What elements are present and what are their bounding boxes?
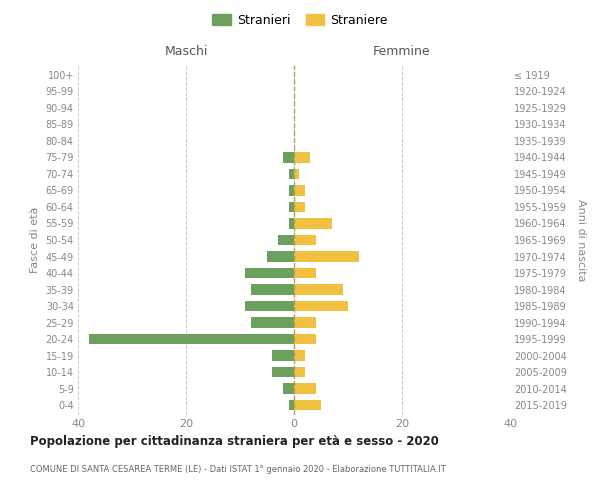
Bar [294,168,299,179]
Bar [251,284,294,295]
Bar [294,300,348,312]
Bar [294,400,321,410]
Bar [294,350,305,361]
Bar [289,185,294,196]
Bar [294,251,359,262]
Bar [245,300,294,312]
Bar [283,383,294,394]
Bar [294,317,316,328]
Legend: Stranieri, Straniere: Stranieri, Straniere [209,11,391,29]
Bar [294,366,305,378]
Bar [294,383,316,394]
Bar [294,234,316,246]
Y-axis label: Fasce di età: Fasce di età [30,207,40,273]
Bar [294,202,305,212]
Bar [283,152,294,163]
Bar [294,152,310,163]
Bar [294,334,316,344]
Bar [289,218,294,229]
Bar [272,366,294,378]
Bar [267,251,294,262]
Bar [245,268,294,278]
Text: Popolazione per cittadinanza straniera per età e sesso - 2020: Popolazione per cittadinanza straniera p… [30,435,439,448]
Bar [89,334,294,344]
Bar [294,185,305,196]
Bar [289,202,294,212]
Bar [272,350,294,361]
Bar [294,268,316,278]
Text: COMUNE DI SANTA CESAREA TERME (LE) - Dati ISTAT 1° gennaio 2020 - Elaborazione T: COMUNE DI SANTA CESAREA TERME (LE) - Dat… [30,465,446,474]
Bar [294,218,332,229]
Text: Maschi: Maschi [164,46,208,59]
Bar [278,234,294,246]
Text: Femmine: Femmine [373,46,431,59]
Bar [289,400,294,410]
Y-axis label: Anni di nascita: Anni di nascita [577,198,586,281]
Bar [294,284,343,295]
Bar [289,168,294,179]
Bar [251,317,294,328]
